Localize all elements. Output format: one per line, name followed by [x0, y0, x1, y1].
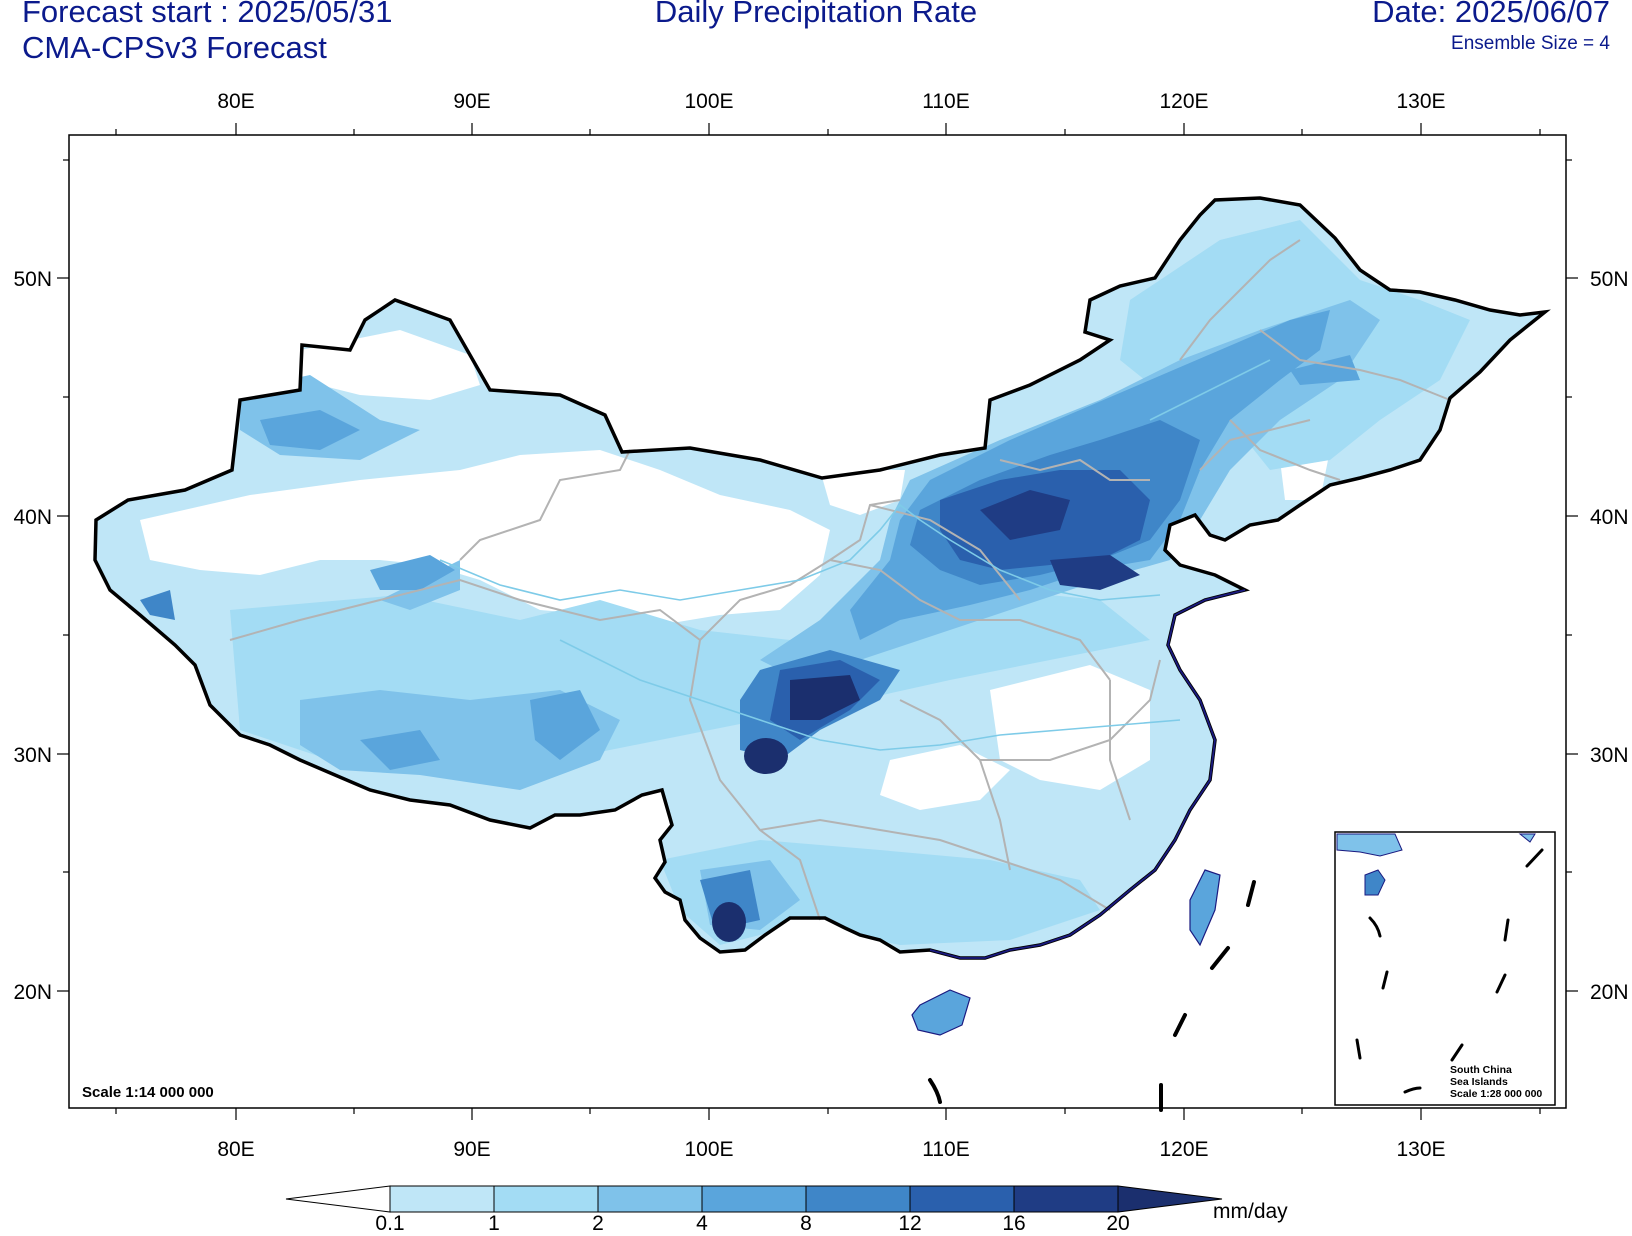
lon-label-bottom-90e: 90E [453, 1138, 490, 1161]
lat-label-left-30n: 30N [13, 744, 52, 767]
lon-tick-marks [115, 123, 1541, 1120]
colorbar-tick-label: 20 [1106, 1212, 1129, 1235]
lon-label-bottom-100e: 100E [684, 1138, 733, 1161]
lat-tick-marks [57, 159, 1578, 992]
colorbar-tick-label: 1 [488, 1212, 500, 1235]
inset-label-line2: Sea Islands [1450, 1076, 1508, 1088]
colorbar-segment [1013, 1185, 1119, 1213]
lon-label-top-120e: 120E [1159, 90, 1208, 113]
lat-label-right-40n: 40N [1590, 506, 1629, 529]
province-boundaries [229, 239, 1451, 921]
precipitation-field [95, 198, 1545, 958]
colorbar-segment [597, 1185, 703, 1213]
hainan-island [911, 989, 971, 1036]
colorbar-tick-label: 8 [800, 1212, 812, 1235]
colorbar-tick-label: 0.1 [375, 1212, 404, 1235]
lon-label-bottom-110e: 110E [922, 1138, 970, 1161]
south-china-sea-inset: South China Sea Islands Scale 1:28 000 0… [1334, 831, 1556, 1106]
colorbar: 0.1 1 2 4 8 12 16 20 mm/day [285, 1185, 1288, 1235]
lon-label-top-110e: 110E [922, 90, 970, 113]
colorbar-segment [389, 1185, 495, 1213]
colorbar-segment [701, 1185, 807, 1213]
lon-label-bottom-80e: 80E [217, 1138, 254, 1161]
lon-label-top-80e: 80E [217, 90, 254, 113]
plot-frame [68, 134, 1567, 1109]
lon-label-bottom-120e: 120E [1159, 1138, 1208, 1161]
colorbar-tick-label: 16 [1002, 1212, 1025, 1235]
coastline [929, 589, 1246, 959]
inset-label-line3: Scale 1:28 000 000 [1450, 1088, 1542, 1100]
rivers [439, 359, 1271, 751]
colorbar-tick-label: 12 [898, 1212, 921, 1235]
inset-label-line1: South China [1450, 1064, 1512, 1076]
lon-label-bottom-130e: 130E [1396, 1138, 1445, 1161]
lon-label-top-100e: 100E [684, 90, 733, 113]
colorbar-segment [805, 1185, 911, 1213]
lat-label-left-40n: 40N [13, 506, 52, 529]
colorbar-left-arrow [285, 1185, 391, 1213]
lon-label-top-130e: 130E [1396, 90, 1445, 113]
model-label: CMA-CPSv3 Forecast [22, 30, 327, 65]
map-title: Daily Precipitation Rate [654, 0, 978, 29]
lat-label-right-50n: 50N [1590, 268, 1629, 291]
colorbar-tick-label: 4 [696, 1212, 708, 1235]
forecast-start-label: Forecast start : 2025/05/31 [22, 0, 393, 29]
lat-label-right-20n: 20N [1590, 981, 1629, 1004]
ensemble-size-label: Ensemble Size = 4 [1451, 33, 1610, 54]
colorbar-right-arrow [1117, 1185, 1223, 1213]
maritime-boundary-dashes [928, 880, 1256, 1112]
map-scale-label: Scale 1:14 000 000 [82, 1084, 214, 1101]
colorbar-unit: mm/day [1213, 1200, 1288, 1223]
lat-label-left-20n: 20N [13, 981, 52, 1004]
colorbar-segment [493, 1185, 599, 1213]
colorbar-segment [909, 1185, 1015, 1213]
valid-date-label: Date: 2025/06/07 [1372, 0, 1610, 29]
lat-label-right-30n: 30N [1590, 744, 1629, 767]
lon-label-top-90e: 90E [453, 90, 490, 113]
taiwan-island [1189, 869, 1221, 947]
colorbar-tick-label: 2 [592, 1212, 604, 1235]
lat-label-left-50n: 50N [13, 268, 52, 291]
